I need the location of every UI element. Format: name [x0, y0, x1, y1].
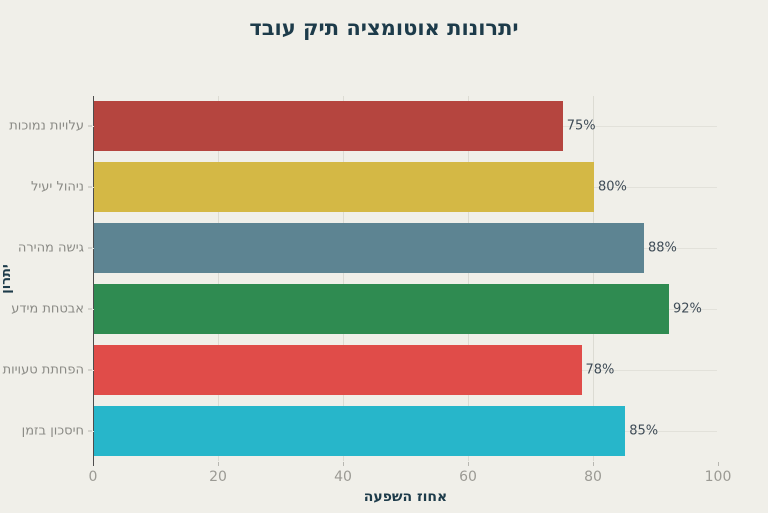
bar[interactable] [94, 405, 626, 456]
x-axis-tick [718, 462, 719, 466]
x-axis-title: אחוז השפעה [363, 489, 448, 505]
category-label: ניהול יעיל [30, 179, 84, 195]
x-axis-tick [593, 462, 594, 466]
bar[interactable] [94, 101, 563, 152]
x-axis-tick [468, 462, 469, 466]
category-tick [88, 125, 92, 127]
bar[interactable] [94, 344, 582, 395]
category-tick [88, 430, 92, 432]
bar[interactable] [94, 223, 644, 274]
category-label: אבטחת מידע [11, 301, 84, 317]
category-tick [88, 308, 92, 310]
bar-value-label: 85% [629, 423, 659, 439]
bar-value-label: 88% [648, 240, 677, 256]
chart-title: יתרונות אוטומציה תיק עובד [249, 16, 519, 40]
category-label: הפחתת טעויות [2, 362, 84, 378]
x-tick-label: 60 [459, 469, 477, 485]
plot-area: 75% עלויות נמוכות 80% ניהול יעיל 88% גישה מהי… [3, 96, 731, 485]
x-tick-label: 40 [334, 469, 352, 485]
x-tick-label: 100 [704, 469, 732, 485]
x-axis-tick [343, 462, 344, 466]
x-tick-label: 0 [88, 469, 98, 485]
bar-value-label: 78% [585, 362, 615, 378]
category-label: גישה מהירה [17, 240, 84, 256]
bar[interactable] [94, 162, 594, 213]
bar[interactable] [94, 283, 669, 334]
vertical-gridline [218, 96, 219, 461]
category-label: עלויות נמוכות [9, 118, 84, 134]
y-axis-title: יתרון [0, 264, 14, 294]
x-tick-label: 20 [209, 469, 227, 485]
x-axis-tick [93, 462, 94, 466]
bar-value-label: 92% [673, 301, 702, 317]
bar-value-label: 75% [566, 118, 596, 134]
category-tick [88, 369, 92, 371]
category-tick [88, 247, 92, 249]
x-tick-label: 80 [584, 469, 602, 485]
vertical-gridline [468, 96, 469, 461]
category-tick [88, 186, 92, 188]
vertical-gridline [343, 96, 344, 461]
y-axis-spine [93, 96, 94, 466]
vertical-gridline [593, 96, 594, 461]
category-label: חיסכון בזמן [21, 423, 84, 439]
x-axis-tick [218, 462, 219, 466]
bar-value-label: 80% [598, 179, 627, 195]
